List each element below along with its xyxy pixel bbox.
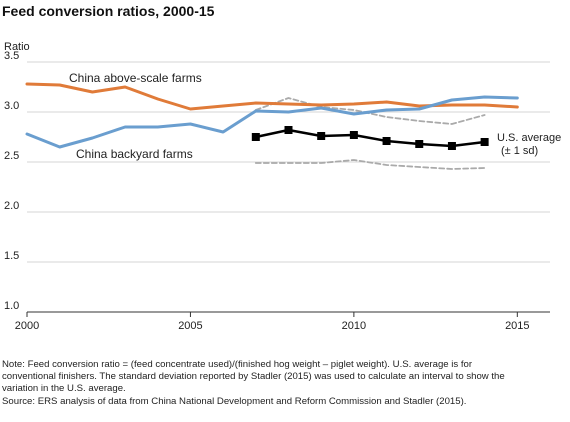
gridlines	[27, 61, 550, 313]
chart-title: Feed conversion ratios, 2000-15	[2, 3, 215, 19]
x-tick-label: 2015	[505, 320, 529, 332]
y-axis-ticks: 1.0 1.5 2.0 2.5 3.0 3.5	[4, 50, 19, 312]
series-line-china-backyard-farms	[25, 95, 519, 149]
x-tick-label: 2000	[15, 320, 39, 332]
us-average-point	[349, 131, 358, 139]
series-line-u-s-average-1-sd	[254, 159, 486, 170]
series-group	[25, 82, 519, 170]
line-chart: Ratio 1.0 1.5 2.0 2.5 3.0 3.5 2000 2005 2010 201…	[4, 41, 561, 332]
us-average-point	[284, 126, 293, 134]
note-line-2: conventional finishers. The standard dev…	[2, 371, 505, 383]
note-line-1: Note: Feed conversion ratio = (feed conc…	[2, 359, 473, 370]
note-line-4: Source: ERS analysis of data from China …	[2, 395, 467, 407]
y-tick-label: 3.0	[4, 100, 19, 112]
label-us-average: U.S. average	[497, 132, 561, 144]
y-axis-label: Ratio	[4, 41, 30, 53]
y-tick-label: 2.0	[4, 200, 19, 212]
us-average-point	[447, 142, 456, 150]
note-line-3: variation in the U.S. average.	[2, 383, 126, 395]
series-line-china-above-scale-farms	[25, 82, 519, 111]
label-backyard: China backyard farms	[76, 147, 193, 161]
series-labels: China above-scale farms China backyard f…	[69, 71, 561, 161]
us-average-point	[480, 138, 489, 146]
label-us-sd: (± 1 sd)	[501, 145, 538, 157]
y-tick-label: 1.5	[4, 250, 19, 262]
y-tick-label: 2.5	[4, 150, 19, 162]
x-tick-label: 2005	[178, 320, 202, 332]
us-average-point	[251, 133, 260, 141]
us-average-point	[382, 137, 391, 145]
notes: Note: Feed conversion ratio = (feed conc…	[2, 359, 554, 408]
series-line-u-s-average-1-sd	[254, 97, 486, 125]
x-axis-ticks: 2000 2005 2010 2015	[15, 312, 530, 332]
label-above-scale: China above-scale farms	[69, 71, 202, 85]
us-average-point	[317, 132, 326, 140]
x-tick-label: 2010	[342, 320, 366, 332]
y-tick-label: 3.5	[4, 50, 19, 62]
us-average-point	[415, 140, 424, 148]
y-tick-label: 1.0	[4, 300, 19, 312]
series-line-u-s-average-1-sd	[254, 128, 486, 148]
